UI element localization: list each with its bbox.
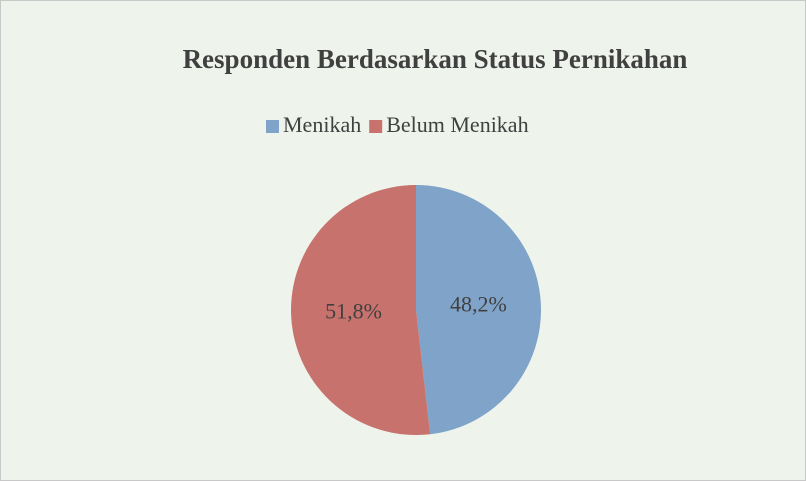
data-label: 51,8% bbox=[325, 299, 382, 324]
pie-slice bbox=[416, 185, 542, 435]
chart-title: Responden Berdasarkan Status Pernikahan bbox=[183, 44, 688, 74]
pie-slice bbox=[291, 185, 431, 435]
legend-label: Menikah bbox=[283, 112, 361, 137]
legend-label: Belum Menikah bbox=[386, 112, 528, 137]
legend-swatch bbox=[369, 120, 383, 133]
data-label: 48,2% bbox=[450, 292, 507, 317]
legend: Menikah Belum Menikah bbox=[266, 112, 529, 137]
legend-swatch bbox=[266, 120, 279, 133]
